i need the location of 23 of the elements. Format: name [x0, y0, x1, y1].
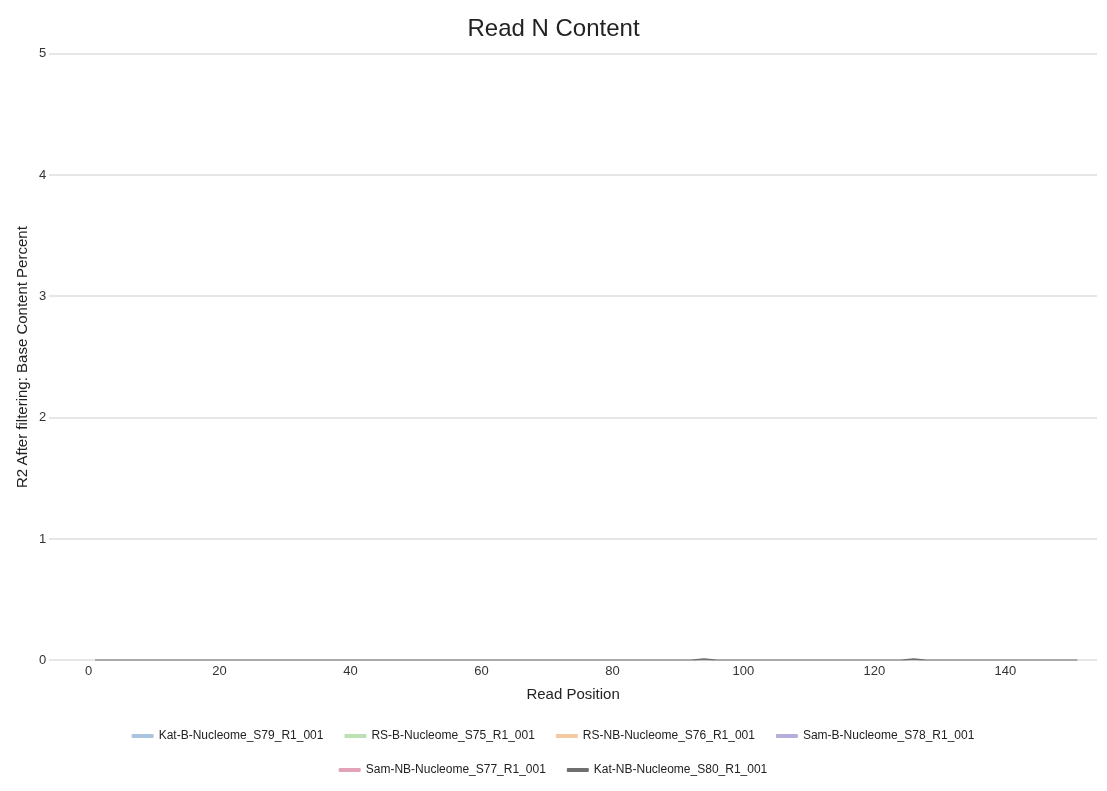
x-tick-label: 20 [212, 662, 227, 678]
x-tick-label: 60 [474, 662, 489, 678]
y-tick-label: 1 [39, 530, 47, 546]
y-tick-label: 2 [39, 409, 47, 425]
x-tick-label: 0 [84, 662, 93, 678]
legend-label: Sam-NB-Nucleome_S77_R1_001 [365, 762, 547, 777]
legend-label: Sam-B-Nucleome_S78_R1_001 [802, 728, 975, 743]
x-tick-label: 140 [994, 662, 1017, 678]
x-tick-label: 40 [343, 662, 358, 678]
legend-label: RS-NB-Nucleome_S76_R1_001 [582, 728, 756, 743]
chart-title: Read N Content [467, 14, 640, 42]
x-tick-label: 100 [732, 662, 755, 678]
legend-label: Kat-NB-Nucleome_S80_R1_001 [593, 762, 768, 777]
y-tick-label: 5 [39, 45, 47, 61]
x-axis-title: Read Position [526, 685, 620, 703]
y-tick-label: 3 [39, 288, 47, 304]
legend-label: Kat-B-Nucleome_S79_R1_001 [158, 728, 324, 743]
y-tick-label: 0 [39, 651, 47, 667]
y-axis-title: R2 After filtering: Base Content Percent [13, 225, 31, 489]
x-tick-label: 120 [863, 662, 886, 678]
y-tick-label: 4 [39, 166, 47, 182]
legend-label: RS-B-Nucleome_S75_R1_001 [371, 728, 536, 743]
x-tick-label: 80 [605, 662, 620, 678]
